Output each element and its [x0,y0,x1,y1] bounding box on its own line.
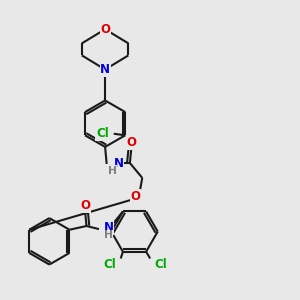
Text: N: N [104,221,114,234]
Text: Cl: Cl [103,258,116,271]
Text: Cl: Cl [155,258,167,271]
Text: H: H [104,230,113,240]
Text: O: O [80,200,90,212]
Text: O: O [100,23,110,36]
Text: O: O [130,190,140,203]
Text: N: N [113,157,124,169]
Text: O: O [126,136,136,149]
Text: Cl: Cl [96,127,109,140]
Text: N: N [100,63,110,76]
Text: H: H [108,166,117,176]
